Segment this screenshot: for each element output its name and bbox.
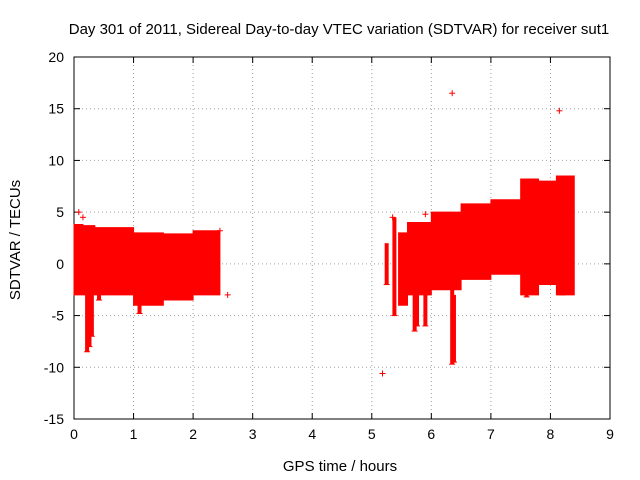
data-spike: [392, 217, 397, 316]
data-point: [422, 211, 429, 218]
data-band: [73, 224, 221, 306]
data-point: [224, 291, 231, 298]
data-spike: [384, 243, 389, 285]
x-tick-label: 0: [70, 426, 78, 442]
data-point: [379, 370, 386, 377]
data-point: [216, 227, 223, 234]
data-point: [556, 107, 563, 114]
x-tick-label: 2: [189, 426, 197, 442]
y-tick-label: 15: [48, 101, 64, 117]
data-spike: [412, 284, 417, 332]
data-point: [79, 214, 86, 221]
data-spike: [451, 294, 456, 363]
data-spike: [89, 263, 94, 337]
y-tick-label: -5: [52, 308, 65, 324]
y-axis-ticks: -15 -10 -5 0 5 10 15 20: [44, 49, 610, 427]
data-spike: [87, 263, 92, 347]
x-tick-label: 6: [427, 426, 435, 442]
data-spike: [137, 300, 142, 314]
x-tick-label: 9: [606, 426, 614, 442]
y-tick-label: -15: [44, 411, 64, 427]
x-tick-label: 7: [487, 426, 495, 442]
data-spike: [415, 284, 420, 326]
data-band: [398, 175, 575, 306]
data-spike: [85, 263, 90, 352]
y-tick-label: 5: [56, 204, 64, 220]
data-spike: [423, 294, 428, 326]
data-point: [389, 214, 396, 221]
x-tick-label: 1: [130, 426, 138, 442]
x-tick-label: 5: [368, 426, 376, 442]
data-spike: [97, 289, 102, 301]
x-tick-label: 3: [249, 426, 257, 442]
data-spike: [560, 274, 565, 295]
y-tick-label: -10: [44, 359, 64, 375]
x-tick-label: 8: [547, 426, 555, 442]
x-axis-label: GPS time / hours: [283, 458, 397, 475]
y-tick-label: 10: [48, 152, 64, 168]
chart-title: Day 301 of 2011, Sidereal Day-to-day VTE…: [69, 21, 610, 38]
data-series: [73, 90, 575, 377]
x-tick-label: 4: [308, 426, 316, 442]
y-tick-label: 0: [56, 256, 64, 272]
data-point: [449, 90, 456, 97]
y-tick-label: 20: [48, 49, 64, 65]
data-point: [75, 209, 82, 216]
data-spike: [524, 274, 529, 297]
x-axis-ticks: 0 1 2 3 4 5 6 7 8 9: [70, 57, 614, 442]
y-axis-label: SDTVAR / TECUs: [7, 180, 24, 300]
